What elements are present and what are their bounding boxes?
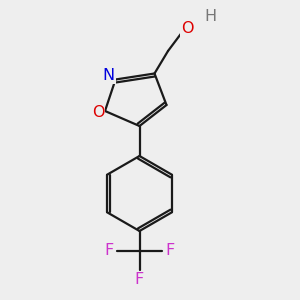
Text: O: O [92, 105, 105, 120]
Text: F: F [166, 243, 175, 258]
Text: F: F [104, 243, 113, 258]
Text: H: H [204, 9, 216, 24]
Text: F: F [135, 272, 144, 286]
Text: O: O [181, 21, 194, 36]
Text: N: N [103, 68, 115, 83]
